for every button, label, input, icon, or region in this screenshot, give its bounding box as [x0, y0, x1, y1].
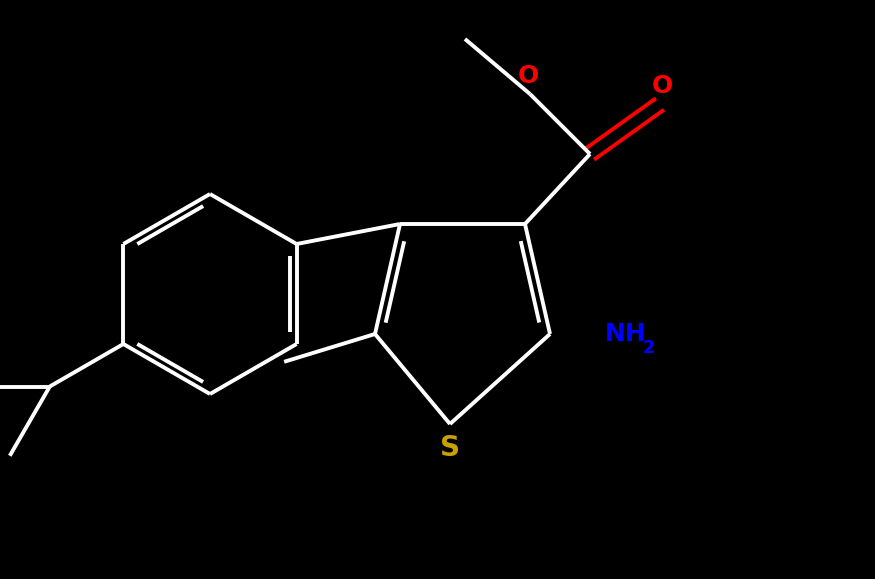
Text: O: O [651, 74, 673, 98]
Text: 2: 2 [643, 339, 655, 357]
Text: O: O [517, 64, 539, 88]
Text: NH: NH [605, 322, 647, 346]
Text: S: S [440, 434, 460, 462]
